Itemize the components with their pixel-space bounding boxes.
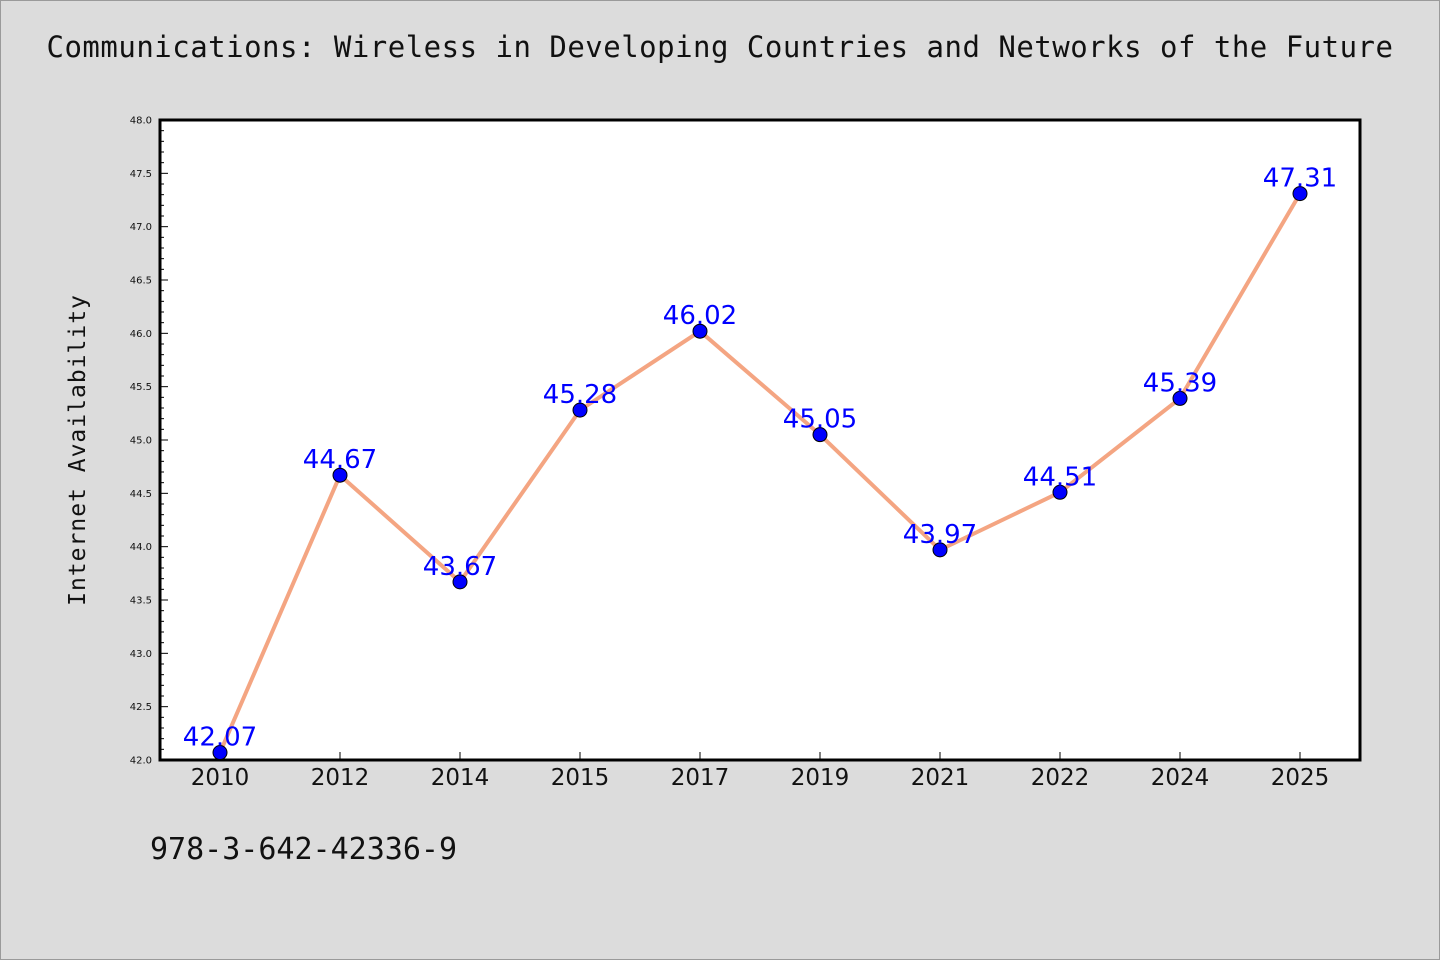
data-point [1172, 390, 1188, 406]
isbn-footnote: 978-3-642-42336-9 [150, 832, 458, 867]
data-point [1052, 484, 1068, 500]
data-label: 45.05 [783, 405, 857, 435]
x-tick-label: 2021 [911, 765, 970, 791]
y-tick-label: 45.0 [130, 436, 152, 447]
y-tick-label: 43.5 [130, 596, 152, 607]
y-tick-label: 44.0 [130, 542, 152, 553]
x-tick-label: 2017 [671, 765, 730, 791]
data-point [332, 467, 348, 483]
data-label: 44.67 [303, 445, 377, 475]
data-point [692, 323, 708, 339]
data-label: 43.67 [423, 552, 497, 582]
data-label: 43.97 [903, 520, 977, 550]
y-tick-label: 43.0 [130, 649, 152, 660]
data-label: 45.39 [1143, 368, 1217, 398]
data-point [452, 574, 468, 590]
data-label: 45.28 [543, 380, 617, 410]
x-axis: 2010 2012 2014 2015 2017 2019 2021 2022 2024 2025 [191, 752, 1330, 791]
y-tick-label: 46.0 [130, 329, 152, 340]
y-tick-label: 42.5 [130, 702, 152, 713]
data-labels: 42.07 44.67 43.67 45.28 46.02 45.05 43.97 44.51… [183, 164, 1337, 753]
data-label: 42.07 [183, 723, 257, 753]
y-axis-title: Internet Availability [65, 294, 91, 606]
data-point [212, 745, 228, 761]
x-tick-label: 2010 [191, 765, 250, 791]
y-tick-label: 47.5 [130, 169, 152, 180]
x-tick-label: 2014 [431, 765, 490, 791]
y-tick-label: 48.0 [130, 116, 152, 127]
data-label: 47.31 [1263, 164, 1337, 194]
x-tick-label: 2015 [551, 765, 610, 791]
data-label: 46.02 [663, 301, 737, 331]
x-tick-label: 2022 [1031, 765, 1090, 791]
plot-area [158, 118, 1362, 762]
data-point [572, 402, 588, 418]
y-tick-label: 46.5 [130, 276, 152, 287]
y-tick-label: 45.5 [130, 382, 152, 393]
y-axis: 42.0 42.5 43.0 43.5 44.0 44.5 45.0 45.5 46.0 46.5… [130, 116, 168, 767]
chart-title: Communications: Wireless in Developing C… [46, 30, 1394, 64]
data-point [932, 542, 948, 558]
x-tick-label: 2025 [1271, 765, 1330, 791]
x-tick-label: 2019 [791, 765, 850, 791]
series-line [218, 192, 1302, 754]
y-tick-label: 47.0 [130, 222, 152, 233]
data-points [212, 186, 1308, 761]
x-tick-label: 2024 [1151, 765, 1210, 791]
data-point [1292, 186, 1308, 202]
data-point [812, 427, 828, 443]
data-label: 44.51 [1023, 462, 1097, 492]
x-tick-label: 2012 [311, 765, 370, 791]
y-tick-label: 42.0 [130, 756, 152, 767]
y-tick-label: 44.5 [130, 489, 152, 500]
